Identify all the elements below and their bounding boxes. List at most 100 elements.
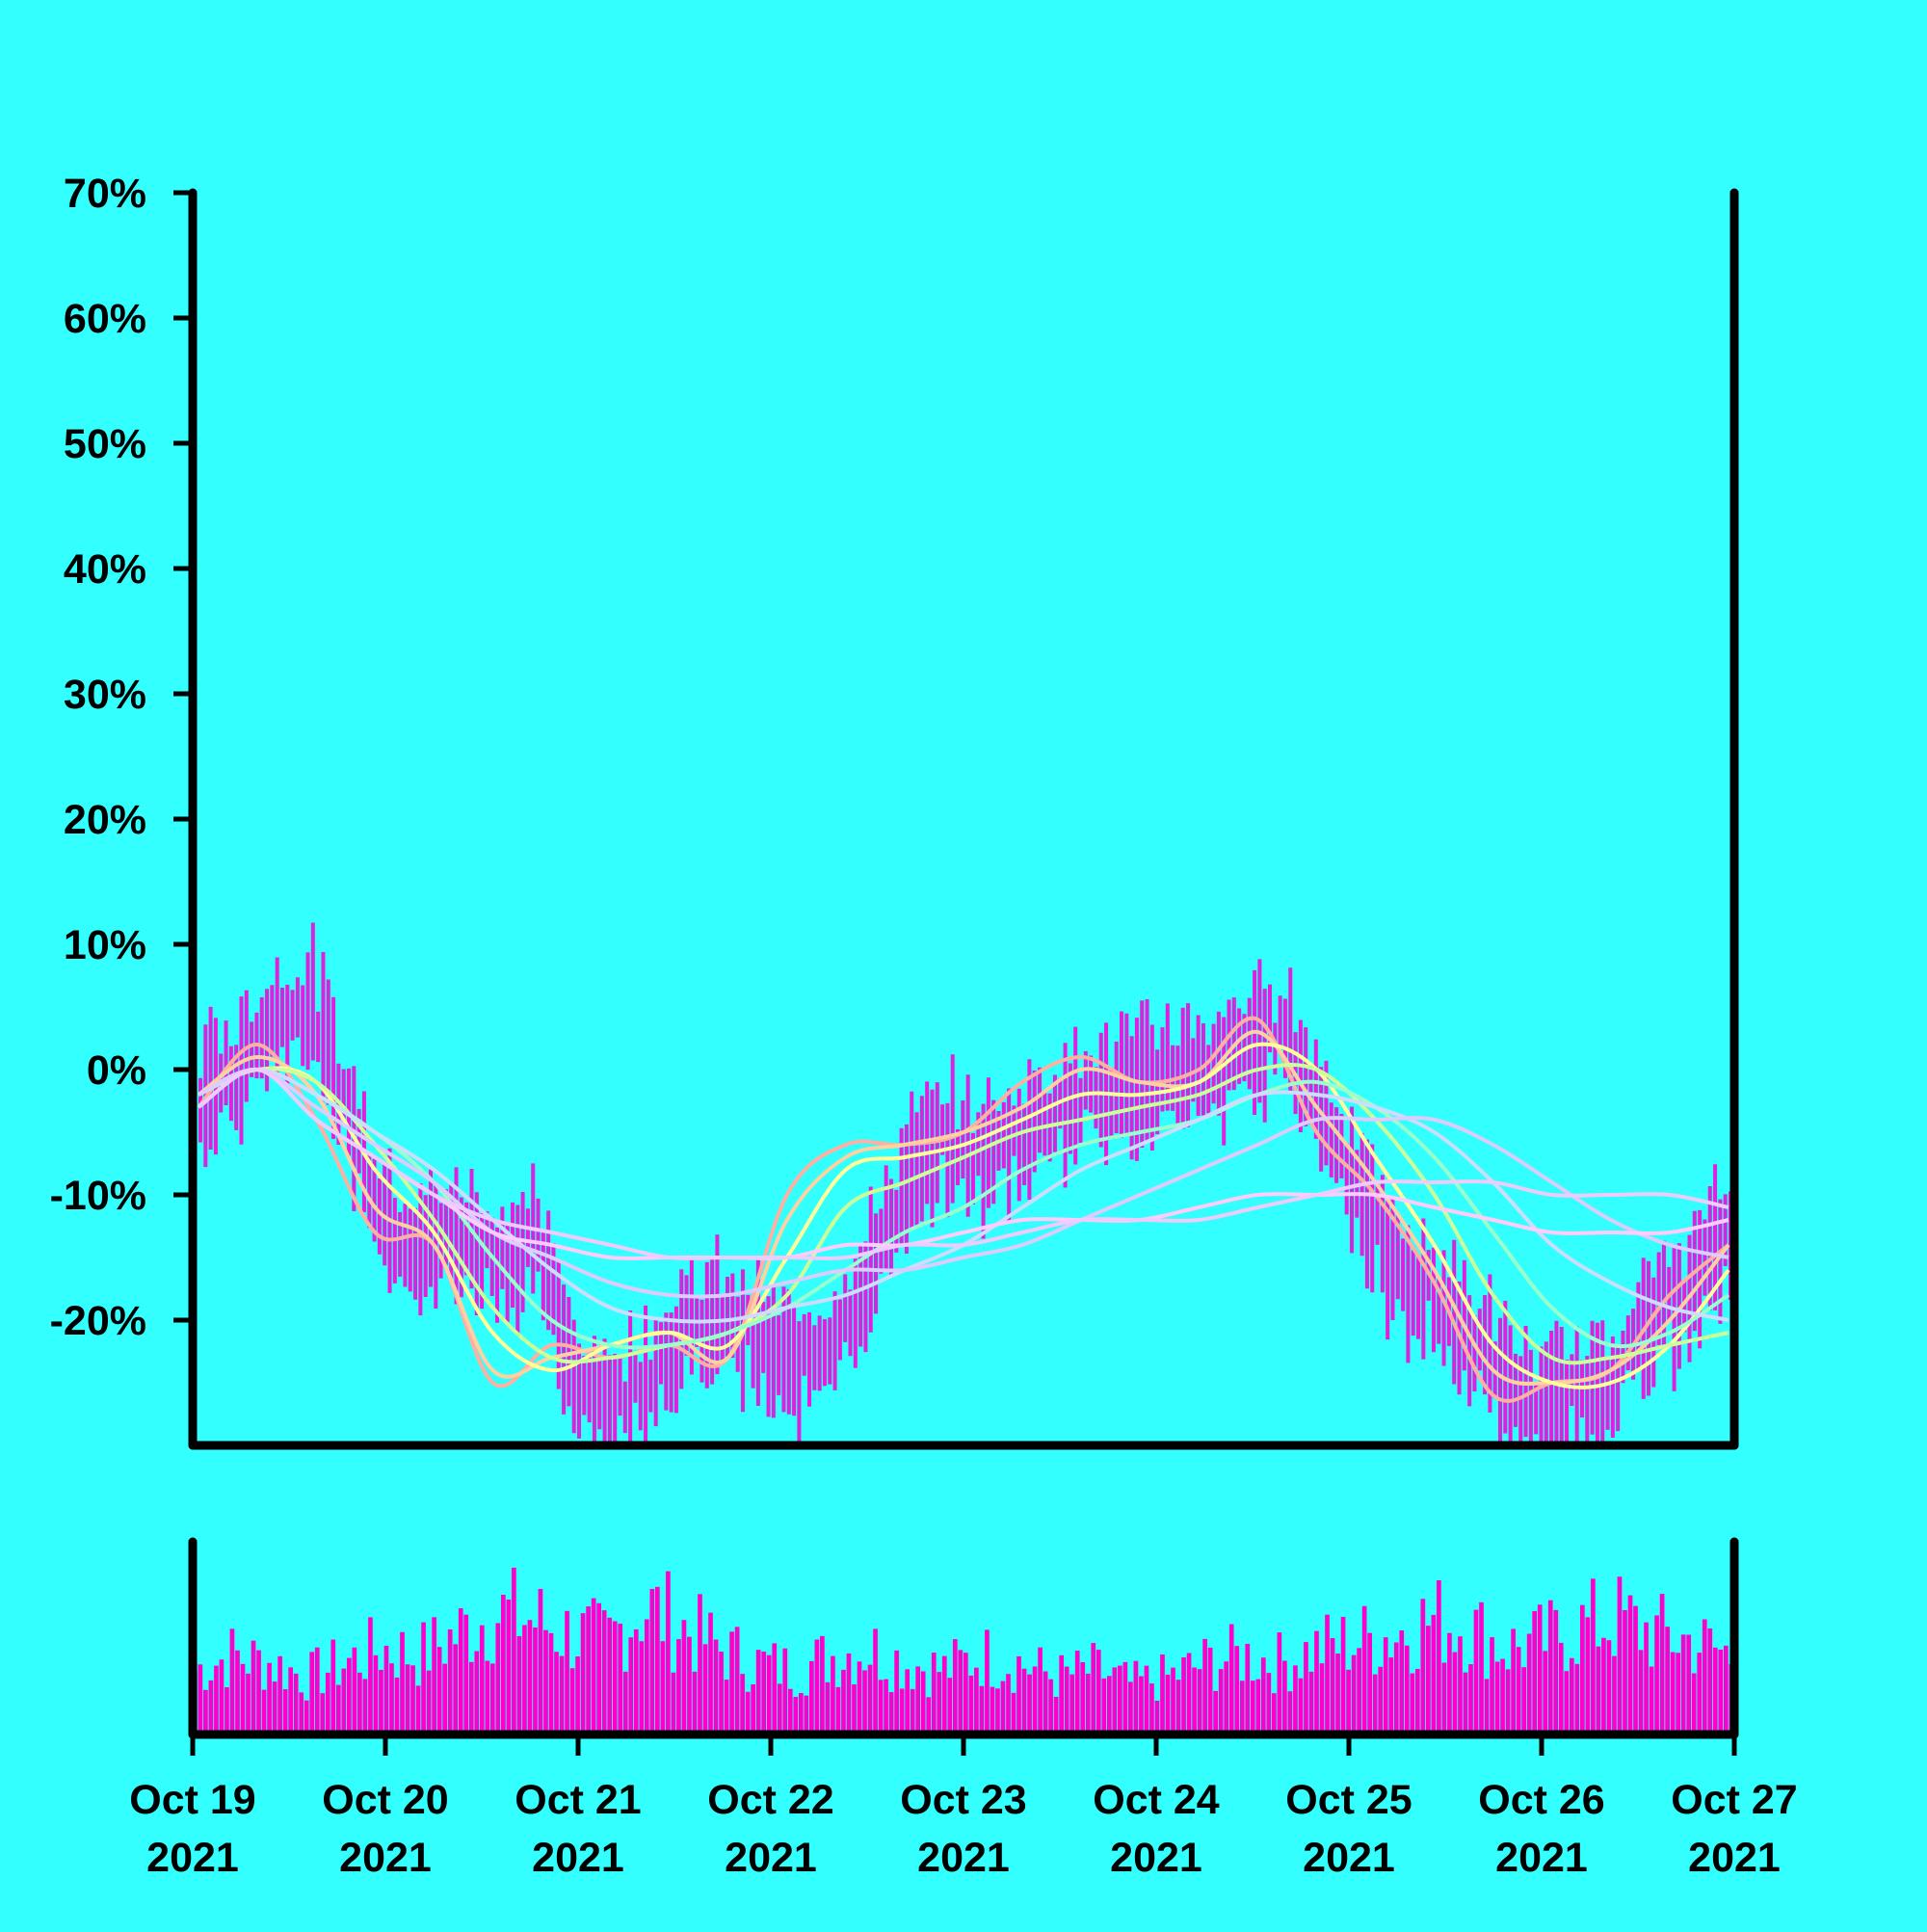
volume-bar <box>1207 1647 1213 1734</box>
volume-bar <box>1383 1637 1388 1734</box>
volume-bar <box>1340 1616 1346 1734</box>
volume-bar <box>1479 1601 1484 1734</box>
volume-bar <box>1665 1627 1670 1734</box>
volume-bar <box>421 1622 426 1734</box>
volume-bar <box>1330 1637 1335 1734</box>
volume-bar <box>1133 1660 1139 1734</box>
volume-bar <box>522 1625 527 1734</box>
volume-bar <box>1213 1690 1218 1734</box>
volume-bar <box>671 1672 676 1734</box>
volume-bar <box>985 1629 990 1734</box>
volume-bar <box>1585 1617 1591 1734</box>
volume-bar <box>1181 1657 1186 1734</box>
volume-bar <box>1702 1619 1707 1734</box>
moving-average-line-4 <box>198 1063 1729 1365</box>
volume-bar <box>761 1651 767 1734</box>
volume-bar <box>1591 1578 1596 1734</box>
volume-bar <box>489 1663 495 1734</box>
y-tick-label: 40% <box>64 546 146 593</box>
volume-bar <box>1526 1633 1532 1734</box>
volume-bar <box>1171 1667 1175 1734</box>
volume-bar <box>878 1680 884 1734</box>
volume-bar <box>256 1650 261 1734</box>
volume-bar <box>533 1627 538 1734</box>
volume-bar <box>282 1689 288 1734</box>
volume-bar <box>713 1639 719 1734</box>
volume-bar <box>1011 1692 1016 1734</box>
volume-bar <box>325 1672 330 1734</box>
volume-bar <box>814 1639 820 1734</box>
volume-bar <box>479 1625 485 1734</box>
volume-bar <box>1521 1667 1526 1734</box>
volume-bar <box>575 1656 580 1734</box>
volume-bar <box>1516 1647 1521 1734</box>
volume-bar <box>995 1688 1000 1734</box>
volume-bar <box>1357 1648 1361 1734</box>
volume-bar <box>495 1623 501 1734</box>
volume-bar <box>628 1637 634 1734</box>
volume-bar <box>1458 1636 1463 1734</box>
volume-bar <box>974 1667 979 1734</box>
volume-bar <box>1670 1652 1676 1734</box>
volume-bar <box>432 1617 436 1734</box>
volume-bar <box>1676 1653 1680 1734</box>
volume-bar <box>825 1681 831 1734</box>
volume-bar <box>219 1659 224 1734</box>
volume-bar <box>1085 1673 1091 1734</box>
volume-bar <box>1149 1683 1154 1734</box>
volume-bar <box>1346 1669 1351 1734</box>
volume-bar <box>947 1678 953 1734</box>
volume-bar <box>1511 1628 1516 1734</box>
volume-bar <box>341 1668 347 1734</box>
volume-bar <box>1101 1678 1107 1734</box>
volume-bar <box>586 1606 591 1734</box>
volume-bar <box>400 1631 405 1734</box>
volume-bar <box>1410 1673 1415 1734</box>
y-tick-label: 70% <box>64 171 146 217</box>
volume-bar <box>1644 1622 1649 1734</box>
volume-bar <box>740 1674 745 1734</box>
volume-bar <box>937 1672 942 1734</box>
volume-bar <box>330 1639 336 1734</box>
volume-bar <box>357 1672 362 1734</box>
volume-bar <box>1197 1669 1202 1734</box>
volume-bar <box>1095 1650 1101 1734</box>
y-tick-label: -10% <box>50 1173 146 1219</box>
volume-bar <box>383 1645 389 1734</box>
volume-bar <box>1308 1671 1314 1734</box>
volume-bar <box>649 1588 655 1734</box>
volume-bar <box>373 1654 379 1734</box>
volume-bar <box>1064 1666 1069 1734</box>
volume-bar <box>1404 1645 1410 1734</box>
volume-bar <box>873 1628 878 1734</box>
volume-bar <box>1298 1678 1304 1734</box>
volume-bar <box>745 1691 751 1734</box>
volume-bar <box>246 1673 251 1734</box>
volume-bar <box>793 1697 799 1734</box>
volume-bar <box>1617 1576 1623 1734</box>
y-tick-label: 10% <box>64 922 146 968</box>
volume-bar <box>1712 1647 1718 1734</box>
volume-bar <box>692 1671 698 1734</box>
volume-bar <box>527 1620 533 1734</box>
volume-bar <box>729 1631 734 1734</box>
volume-bar <box>724 1680 729 1734</box>
volume-bar <box>804 1695 809 1734</box>
volume-bar <box>203 1689 208 1734</box>
volume-bar <box>798 1692 804 1734</box>
volume-bar <box>719 1652 724 1734</box>
volume-bar <box>314 1647 320 1734</box>
volume-bar <box>835 1686 841 1734</box>
volume-bar <box>1490 1637 1494 1734</box>
volume-bar <box>1494 1661 1500 1734</box>
volume-bar <box>777 1683 782 1734</box>
volume-bar <box>1160 1654 1165 1734</box>
volume-bar <box>1627 1595 1633 1734</box>
volume-bar <box>1118 1665 1122 1734</box>
volume-bar <box>1707 1628 1713 1734</box>
volume-bar <box>1314 1630 1319 1734</box>
volume-bar <box>240 1663 246 1734</box>
volume-bar <box>633 1628 639 1734</box>
volume-bar <box>862 1670 867 1734</box>
volume-bar <box>506 1600 512 1734</box>
